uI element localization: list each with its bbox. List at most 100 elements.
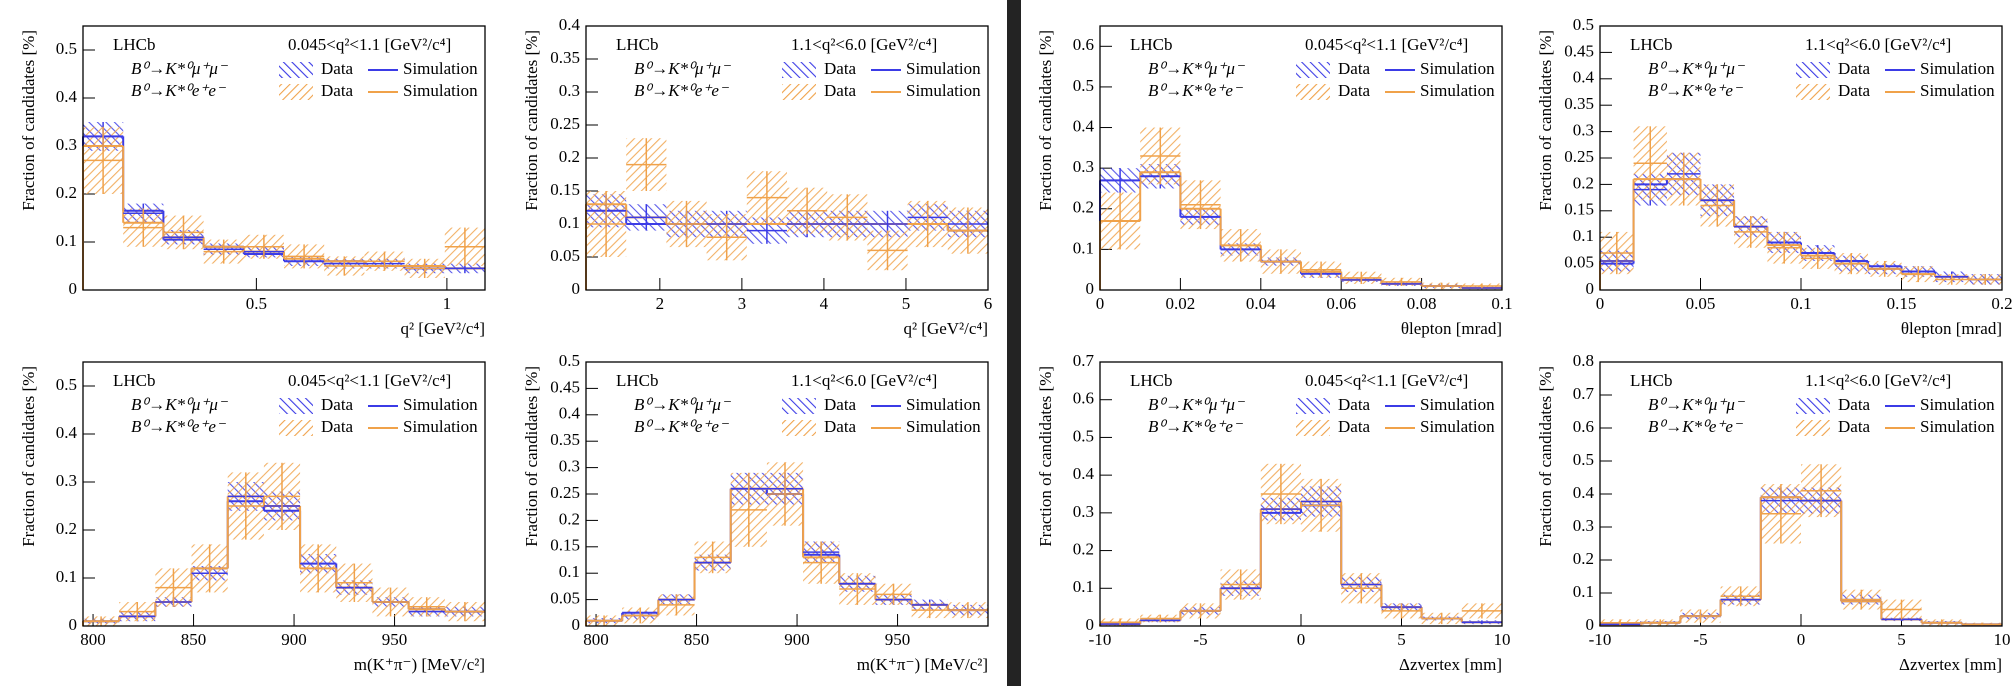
y-axis-label: Fraction of candidates [%]: [522, 30, 541, 211]
y-tick-label: 0: [69, 615, 78, 634]
legend-label: Simulation: [906, 395, 981, 414]
y-tick-label: 0.5: [56, 39, 77, 58]
y-axis-label: Fraction of candidates [%]: [1036, 366, 1055, 547]
y-axis-label: Fraction of candidates [%]: [1536, 366, 1555, 547]
experiment-label: LHCb: [616, 35, 659, 54]
y-tick-label: 0.2: [1073, 539, 1094, 558]
y-tick-label: 0.15: [550, 536, 580, 555]
y-tick-label: 0.3: [1573, 121, 1594, 140]
experiment-label: LHCb: [1630, 35, 1673, 54]
x-tick-label: 0.1: [1790, 294, 1811, 313]
y-tick-label: 0.6: [1573, 417, 1594, 436]
x-tick-label: 800: [583, 630, 609, 649]
y-tick-label: 0: [69, 279, 78, 298]
y-tick-label: 0.2: [559, 147, 580, 166]
plot-frame: [1099, 25, 1503, 291]
x-tick-label: 2: [656, 294, 665, 313]
y-tick-label: 0.4: [1573, 68, 1595, 87]
y-tick-label: 0.35: [550, 48, 580, 67]
y-tick-label: 0.05: [550, 589, 580, 608]
legend-label: Data: [824, 417, 857, 436]
y-tick-label: 0.2: [1573, 173, 1594, 192]
x-tick-label: 3: [738, 294, 747, 313]
legend-swatch: [279, 398, 313, 414]
experiment-label: LHCb: [1130, 35, 1173, 54]
panel: 0 0.1 0.2 0.3 0.4 0.5 0.5 1 LHCb 0.045<q²<1.1 [Ge…: [19, 25, 486, 338]
y-tick-label: 0.5: [1573, 15, 1594, 34]
legend-swatch: [1796, 420, 1830, 436]
x-tick-label: -10: [1589, 630, 1612, 649]
annotation: 1.1<q²<6.0 [GeV²/c⁴]: [1805, 35, 1951, 54]
y-axis-label: Fraction of candidates [%]: [19, 366, 38, 547]
y-tick-label: 0.45: [550, 377, 580, 396]
legend-label: Data: [1838, 417, 1871, 436]
x-tick-label: -5: [1193, 630, 1207, 649]
x-tick-label: 850: [181, 630, 207, 649]
y-tick-label: 0: [1086, 615, 1095, 634]
x-tick-label: 6: [984, 294, 993, 313]
panel: 0 0.05 0.1 0.15 0.2 0.25 0.3 0.35 0.4 0.45 0.5 800 8…: [522, 351, 989, 674]
y-tick-label: 0.15: [550, 180, 580, 199]
y-tick-label: 0.2: [1073, 198, 1094, 217]
x-axis-label: m(K⁺π⁻) [MeV/c²]: [354, 655, 485, 674]
x-axis-label: Δzvertex [mm]: [1399, 655, 1502, 674]
y-tick-label: 0.4: [559, 404, 581, 423]
decay-label: B⁰→K*⁰e⁺e⁻: [1648, 81, 1744, 100]
y-tick-label: 0.3: [1073, 502, 1094, 521]
experiment-label: LHCb: [1130, 371, 1173, 390]
x-tick-label: 0.2: [1991, 294, 2012, 313]
y-tick-label: 0.4: [1073, 464, 1095, 483]
y-tick-label: 0.1: [1573, 582, 1594, 601]
legend-label: Simulation: [1920, 81, 1995, 100]
x-tick-label: 10: [1494, 630, 1511, 649]
y-tick-label: 0.3: [559, 457, 580, 476]
legend-label: Data: [824, 59, 857, 78]
y-tick-label: 0.1: [559, 562, 580, 581]
y-tick-label: 0.3: [56, 471, 77, 490]
experiment-label: LHCb: [113, 35, 156, 54]
x-tick-label: 950: [382, 630, 408, 649]
y-tick-label: 0.35: [550, 430, 580, 449]
legend-swatch: [1796, 62, 1830, 78]
y-axis-label: Fraction of candidates [%]: [1536, 30, 1555, 211]
legend-swatch: [1796, 84, 1830, 100]
y-axis-label: Fraction of candidates [%]: [19, 30, 38, 211]
x-tick-label: 0.08: [1407, 294, 1437, 313]
y-tick-label: 0.35: [1564, 94, 1594, 113]
panel: 0 0.05 0.1 0.15 0.2 0.25 0.3 0.35 0.4 2 3 4 5 6 LHCb 1.…: [522, 15, 992, 338]
y-tick-label: 0.1: [1073, 238, 1094, 257]
panel: 0 0.1 0.2 0.3 0.4 0.5 0.6 0 0.02 0.04 0.06 0.08 0.1 L…: [1036, 25, 1513, 338]
legend-label: Simulation: [906, 417, 981, 436]
legend-label: Data: [1838, 81, 1871, 100]
legend-label: Simulation: [906, 59, 981, 78]
y-tick-label: 0.1: [1573, 226, 1594, 245]
legend-swatch: [782, 398, 816, 414]
x-axis-label: θlepton [mrad]: [1901, 319, 2002, 338]
y-tick-label: 0.7: [1073, 351, 1095, 370]
decay-label: B⁰→K*⁰μ⁺μ⁻: [634, 59, 732, 78]
x-tick-label: 900: [281, 630, 307, 649]
decay-label: B⁰→K*⁰μ⁺μ⁻: [1148, 395, 1246, 414]
decay-label: B⁰→K*⁰e⁺e⁻: [131, 81, 227, 100]
right-image: [1021, 0, 2012, 686]
x-tick-label: 10: [1994, 630, 2011, 649]
annotation: 0.045<q²<1.1 [GeV²/c⁴]: [288, 371, 451, 390]
panel: 0 0.1 0.2 0.3 0.4 0.5 800 850 900 950 LHCb 0.045<q²…: [19, 361, 486, 674]
legend-label: Simulation: [1920, 417, 1995, 436]
decay-label: B⁰→K*⁰μ⁺μ⁻: [634, 395, 732, 414]
legend-swatch: [1796, 398, 1830, 414]
y-tick-label: 0.4: [559, 15, 581, 34]
x-axis-label: m(K⁺π⁻) [MeV/c²]: [857, 655, 988, 674]
legend-swatch: [1296, 84, 1330, 100]
decay-label: B⁰→K*⁰μ⁺μ⁻: [1648, 59, 1746, 78]
legend-label: Data: [1338, 417, 1371, 436]
legend-swatch: [782, 62, 816, 78]
y-tick-label: 0.7: [1573, 384, 1595, 403]
legend-swatch: [279, 84, 313, 100]
legend-label: Data: [1838, 59, 1871, 78]
y-tick-label: 0.25: [550, 483, 580, 502]
legend-swatch: [279, 62, 313, 78]
y-tick-label: 0.5: [56, 375, 77, 394]
y-tick-label: 0.5: [1073, 426, 1094, 445]
y-tick-label: 0.5: [1573, 450, 1594, 469]
